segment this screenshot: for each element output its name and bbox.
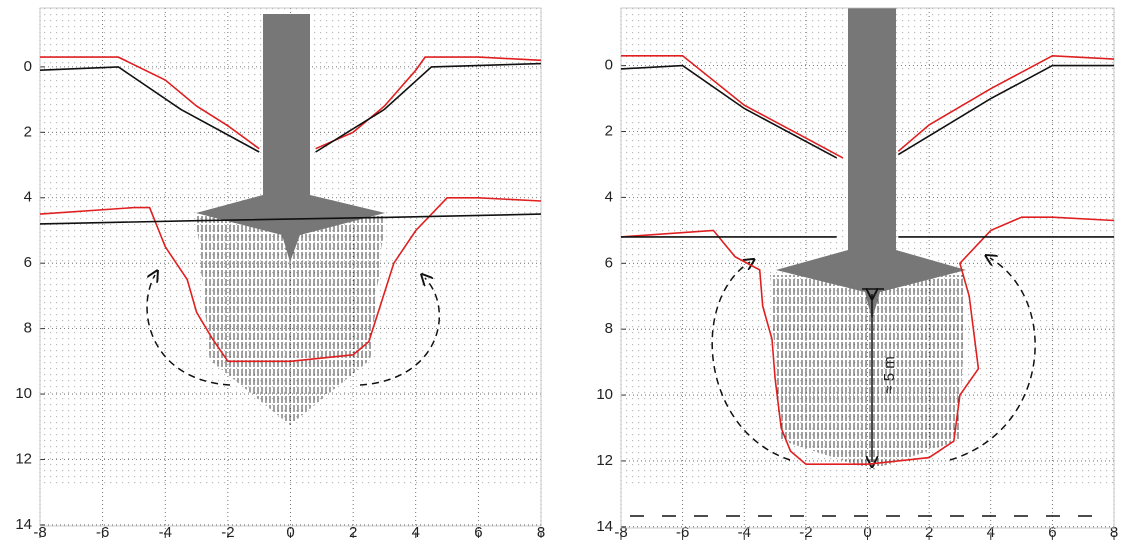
y-tick-label: 4 xyxy=(605,188,613,205)
x-tick-label: 2 xyxy=(925,524,933,541)
figure: ≈ 5 m -8-6-4-20246802468101214-8-6-4-202… xyxy=(0,0,1127,545)
y-tick-label: 14 xyxy=(596,518,613,535)
y-tick-label: 14 xyxy=(15,516,32,533)
x-tick-label: -4 xyxy=(738,524,751,541)
y-tick-label: 10 xyxy=(15,385,32,402)
x-tick-label: -4 xyxy=(159,524,172,541)
y-tick-label: 6 xyxy=(24,254,32,271)
y-tick-label: 2 xyxy=(605,122,613,139)
x-tick-label: 4 xyxy=(412,524,420,541)
x-tick-label: 6 xyxy=(474,524,482,541)
annotation: ≈ 5 m xyxy=(881,356,898,393)
x-tick-label: -2 xyxy=(221,524,234,541)
page: {"chart_data": [ {"type": "line", "xlim"… xyxy=(0,0,1127,545)
x-tick-label: -8 xyxy=(33,524,46,541)
x-tick-label: 2 xyxy=(349,524,357,541)
y-tick-label: 12 xyxy=(596,452,613,469)
x-tick-label: 8 xyxy=(537,524,545,541)
x-tick-label: 6 xyxy=(1048,524,1056,541)
x-tick-label: -6 xyxy=(96,524,109,541)
y-tick-label: 6 xyxy=(605,254,613,271)
y-tick-label: 0 xyxy=(24,58,32,75)
y-tick-label: 0 xyxy=(605,57,613,74)
y-tick-label: 8 xyxy=(605,320,613,337)
x-tick-label: 4 xyxy=(987,524,995,541)
y-tick-label: 10 xyxy=(596,386,613,403)
y-tick-label: 4 xyxy=(24,189,32,206)
x-tick-label: 0 xyxy=(863,524,871,541)
y-tick-label: 2 xyxy=(24,123,32,140)
y-tick-label: 12 xyxy=(15,450,32,467)
x-tick-label: -2 xyxy=(799,524,812,541)
y-tick-label: 8 xyxy=(24,320,32,337)
x-tick-label: 0 xyxy=(286,524,294,541)
vector-field-dense xyxy=(770,275,965,470)
x-tick-label: -6 xyxy=(676,524,689,541)
